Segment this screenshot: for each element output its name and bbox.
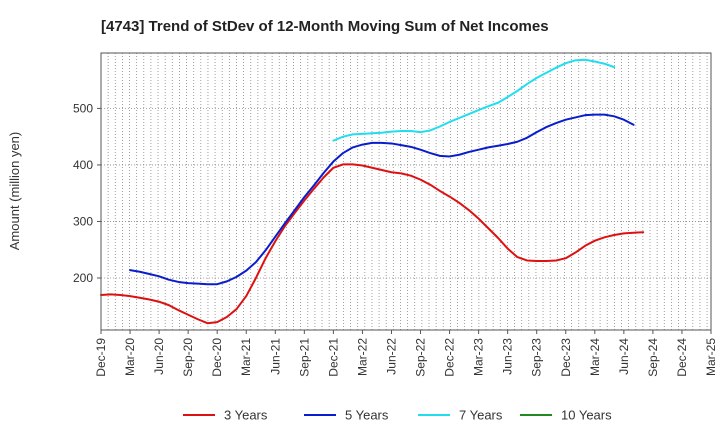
x-tick-label: Jun-20 — [152, 338, 166, 375]
x-tick-label: Mar-20 — [123, 338, 137, 376]
plot-background — [101, 53, 711, 330]
x-tick-label: Sep-20 — [181, 338, 195, 377]
grid — [101, 53, 711, 330]
x-tick-label: Jun-23 — [501, 338, 515, 375]
x-tick-label: Sep-22 — [414, 338, 428, 377]
chart-title: [4743] Trend of StDev of 12-Month Moving… — [101, 18, 549, 35]
x-tick-label: Dec-21 — [326, 338, 340, 377]
x-tick-label: Mar-21 — [239, 338, 253, 376]
x-tick-label: Dec-22 — [443, 338, 457, 377]
plot-frame — [100, 52, 712, 331]
x-axis-ticks: Dec-19 Mar-20 Jun-20 Sep-20 Dec-20 Mar-21 Jun-… — [94, 330, 718, 377]
x-tick-label: Sep-24 — [646, 338, 660, 377]
x-tick-label: Sep-21 — [297, 338, 311, 377]
x-tick-label: Jun-22 — [384, 338, 398, 375]
x-tick-label: Sep-23 — [530, 338, 544, 377]
x-tick-label: Dec-24 — [675, 338, 689, 377]
y-axis-label: Amount (million yen) — [7, 132, 22, 251]
x-tick-label: Jun-24 — [617, 338, 631, 375]
y-tick-label: 200 — [73, 271, 93, 285]
y-tick-label: 300 — [73, 214, 93, 228]
x-tick-label: Mar-22 — [355, 338, 369, 376]
y-tick-label: 500 — [73, 101, 93, 115]
series-line-3-years — [100, 163, 645, 325]
legend-label-5-years: 5 Years — [345, 408, 389, 423]
y-tick-label: 400 — [73, 158, 93, 172]
legend: 3 Years 5 Years 7 Years 10 Years — [183, 408, 612, 423]
legend-label-7-years: 7 Years — [459, 408, 503, 423]
y-axis-ticks: 200 300 400 500 — [73, 101, 101, 285]
series-line-7-years — [332, 58, 616, 142]
x-tick-label: Dec-19 — [94, 338, 108, 377]
x-tick-label: Dec-23 — [559, 338, 573, 377]
series-line-5-years — [129, 113, 635, 286]
legend-label-10-years: 10 Years — [561, 408, 612, 423]
x-tick-label: Dec-20 — [210, 338, 224, 377]
legend-label-3-years: 3 Years — [224, 408, 268, 423]
x-tick-label: Mar-25 — [704, 338, 718, 376]
x-tick-label: Mar-23 — [472, 338, 486, 376]
series-lines — [100, 58, 645, 325]
x-tick-label: Mar-24 — [588, 338, 602, 376]
x-tick-label: Jun-21 — [268, 338, 282, 375]
